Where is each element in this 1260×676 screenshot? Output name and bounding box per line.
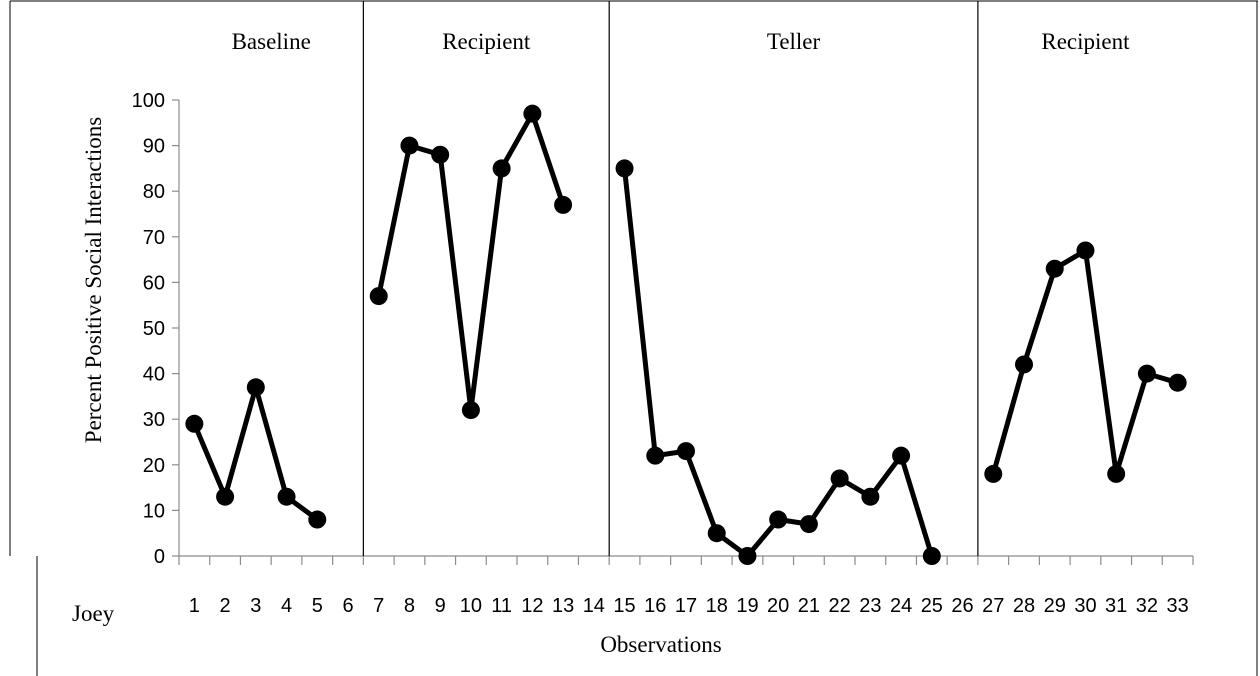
phase-label-group: Baseline Recipient Teller Recipient	[232, 29, 1131, 54]
data-point	[277, 487, 296, 506]
x-tick-label: 32	[1136, 595, 1158, 617]
x-tick-label: 2	[220, 595, 231, 617]
x-tick-label: 5	[312, 595, 323, 617]
x-tick-label: 33	[1167, 595, 1189, 617]
x-tick-label: 8	[404, 595, 415, 617]
data-point	[830, 469, 849, 488]
data-series-group	[185, 104, 1187, 565]
y-tick-group: 0 10 20 30 40 50 60 70 80 90 100	[132, 90, 179, 568]
series-line	[192, 384, 319, 522]
phase-change-lines	[362, 1, 979, 556]
y-tick-label: 90	[143, 136, 165, 158]
x-tick-label: 25	[921, 595, 943, 617]
data-point	[892, 446, 911, 465]
data-point	[1107, 464, 1126, 483]
y-tick-label: 40	[143, 364, 165, 386]
data-point	[707, 524, 726, 543]
data-point	[615, 159, 634, 178]
y-tick-label: 60	[143, 272, 165, 294]
phase-label: Recipient	[442, 29, 531, 54]
data-point	[799, 515, 818, 534]
data-point	[1137, 364, 1156, 383]
y-tick-label: 80	[143, 181, 165, 203]
x-tick-label: 4	[281, 595, 292, 617]
data-point	[1168, 373, 1187, 392]
data-point	[461, 401, 480, 420]
x-tick-label: 24	[890, 595, 912, 617]
x-tick-label: 1	[189, 595, 200, 617]
x-tick-label: 13	[552, 595, 574, 617]
x-tick-label: 29	[1044, 595, 1066, 617]
y-tick-label: 10	[143, 500, 165, 522]
x-tick-label: 16	[644, 595, 666, 617]
data-point	[492, 159, 511, 178]
x-tick-label: 14	[583, 595, 605, 617]
x-tick-label: 31	[1105, 595, 1127, 617]
x-tick-label: 27	[982, 595, 1004, 617]
data-point	[769, 510, 788, 529]
x-tick-label: 22	[829, 595, 851, 617]
y-axis-title: Percent Positive Social Interactions	[81, 117, 106, 443]
data-point	[1015, 355, 1033, 374]
data-point	[216, 487, 235, 506]
y-tick-label: 100	[132, 90, 165, 112]
x-tick-label: 26	[951, 595, 973, 617]
data-point	[738, 547, 757, 565]
x-tick-label: 30	[1074, 595, 1096, 617]
data-point	[922, 547, 941, 565]
data-point	[246, 378, 265, 397]
x-tick-label: 17	[675, 595, 697, 617]
data-point	[1076, 241, 1095, 260]
data-point	[431, 145, 450, 164]
series-line	[622, 168, 935, 559]
x-tick-label: 9	[435, 595, 446, 617]
y-tick-label: 50	[143, 318, 165, 340]
x-tick-label: 6	[342, 595, 353, 617]
x-tick-label: 10	[460, 595, 482, 617]
y-tick-label: 0	[154, 546, 165, 568]
data-point	[523, 104, 542, 123]
x-axis-title: Observations	[600, 632, 721, 657]
x-tick-label: 23	[859, 595, 881, 617]
x-tick-label: 18	[706, 595, 728, 617]
phase-label: Baseline	[232, 29, 311, 54]
data-point	[677, 442, 695, 461]
phase-label: Recipient	[1041, 29, 1130, 54]
data-point	[1045, 259, 1064, 278]
x-tick-label: 15	[613, 595, 635, 617]
x-tick-label: 11	[491, 595, 512, 617]
x-tick-label: 12	[521, 595, 543, 617]
data-point	[984, 464, 1003, 483]
x-tick-label: 20	[767, 595, 789, 617]
participant-label: Joey	[72, 601, 115, 626]
data-point	[400, 136, 419, 155]
data-point	[369, 287, 388, 306]
series-line	[376, 111, 566, 413]
phase-label: Teller	[767, 29, 821, 54]
x-tick-label: 3	[250, 595, 261, 617]
x-tick-group: 1 2 3 4 5 6 7 8 9 10 11 12 13 14 15 16 17 18 19 20 21 22 23 24 2…	[178, 556, 1194, 617]
data-point	[861, 487, 880, 506]
x-tick-label: 28	[1013, 595, 1035, 617]
data-point	[185, 414, 204, 433]
x-tick-label: 21	[798, 595, 820, 617]
data-point	[308, 510, 327, 529]
data-point	[554, 195, 573, 214]
y-tick-label: 20	[143, 455, 165, 477]
x-tick-label: 19	[736, 595, 758, 617]
y-tick-label: 30	[143, 409, 165, 431]
data-point	[646, 446, 665, 465]
y-tick-label: 70	[143, 227, 165, 249]
x-tick-label: 7	[373, 595, 384, 617]
